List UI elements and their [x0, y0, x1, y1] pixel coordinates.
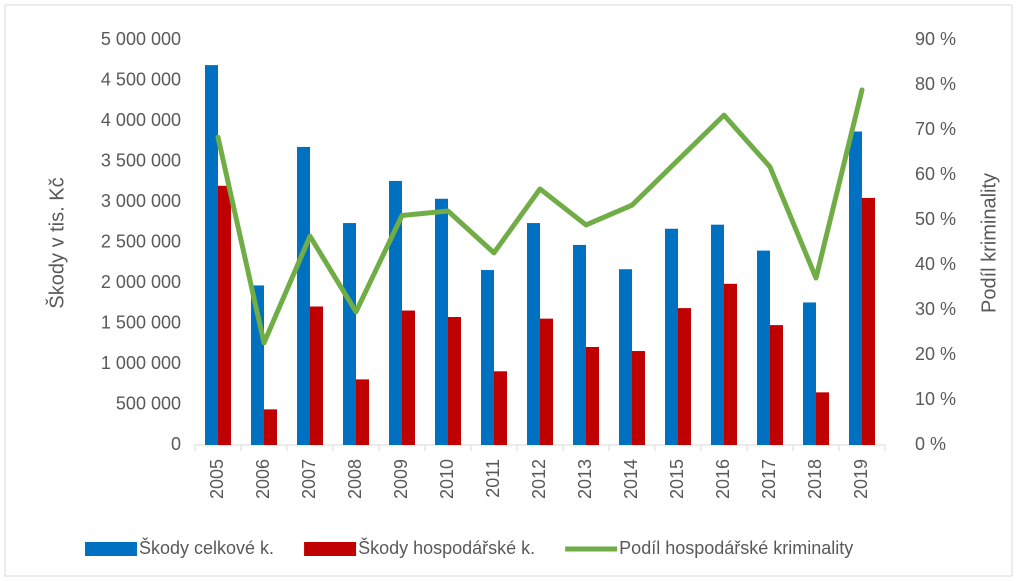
bar	[573, 244, 586, 445]
bar	[803, 302, 816, 445]
bar	[770, 325, 783, 445]
bar	[527, 223, 540, 445]
legend-label: Škody hospodářské k.	[358, 537, 535, 558]
y-tick-label: 3 500 000	[101, 150, 181, 170]
legend-label: Podíl hospodářské kriminality	[619, 538, 853, 558]
x-tick-label: 2018	[805, 459, 825, 499]
x-tick-label: 2005	[207, 459, 227, 499]
x-tick-label: 2010	[437, 459, 457, 499]
x-tick-label: 2013	[575, 459, 595, 499]
bar	[343, 223, 356, 445]
y-axis-title: Škody v tis. Kč	[45, 177, 68, 308]
bar	[619, 269, 632, 445]
chart-border	[4, 4, 1013, 577]
y2-tick-label: 90 %	[915, 29, 956, 49]
y2-tick-label: 70 %	[915, 119, 956, 139]
bar	[297, 146, 310, 446]
bar	[862, 197, 875, 445]
bar	[264, 409, 277, 445]
y-tick-label: 5 000 000	[101, 29, 181, 49]
bar	[586, 346, 599, 445]
line	[215, 87, 865, 346]
y-tick-label: 2 500 000	[101, 231, 181, 251]
x-tick-label: 2017	[759, 459, 779, 499]
bar	[757, 250, 770, 445]
legend-label: Škody celkové k.	[139, 537, 274, 558]
x-tick-label: 2009	[391, 459, 411, 499]
bar	[205, 65, 218, 446]
bar	[678, 308, 691, 445]
y-tick-label: 4 000 000	[101, 110, 181, 130]
bar	[435, 198, 448, 445]
y2-tick-label: 10 %	[915, 389, 956, 409]
y-tick-label: 1 500 000	[101, 312, 181, 332]
x-tick-label: 2019	[851, 459, 871, 499]
y2-tick-label: 30 %	[915, 299, 956, 319]
bar	[389, 180, 402, 445]
x-tick-label: 2012	[529, 459, 549, 499]
y2-tick-label: 0 %	[915, 434, 946, 454]
bar	[310, 306, 323, 445]
bar	[218, 185, 231, 446]
legend-swatch	[85, 542, 137, 556]
y2-tick-label: 40 %	[915, 254, 956, 274]
bar	[816, 392, 829, 445]
x-tick-label: 2015	[667, 459, 687, 499]
bar	[448, 317, 461, 445]
y-tick-label: 0	[171, 434, 181, 454]
y-tick-label: 3 000 000	[101, 191, 181, 211]
bar	[632, 351, 645, 445]
y2-tick-label: 60 %	[915, 164, 956, 184]
x-tick-label: 2008	[345, 459, 365, 499]
bar	[665, 228, 678, 445]
bar	[711, 224, 724, 445]
x-tick-label: 2007	[299, 459, 319, 499]
y-tick-label: 1 000 000	[101, 353, 181, 373]
bar	[724, 283, 737, 445]
bar	[481, 270, 494, 445]
bar	[494, 371, 507, 445]
y2-tick-label: 80 %	[915, 74, 956, 94]
bar	[402, 310, 415, 445]
y2-tick-label: 50 %	[915, 209, 956, 229]
x-tick-label: 2006	[253, 459, 273, 499]
legend-swatch	[304, 542, 357, 556]
bar	[356, 379, 369, 445]
y-tick-label: 500 000	[116, 393, 181, 413]
x-tick-label: 2011	[483, 459, 503, 498]
y-tick-label: 2 000 000	[101, 272, 181, 292]
y2-axis-title: Podíl kriminality	[978, 173, 1000, 313]
x-tick-label: 2016	[713, 459, 733, 499]
x-tick-label: 2014	[621, 459, 641, 499]
y-tick-label: 4 500 000	[101, 69, 181, 89]
bar	[849, 131, 862, 445]
bar	[540, 318, 553, 445]
y2-tick-label: 20 %	[915, 344, 956, 364]
